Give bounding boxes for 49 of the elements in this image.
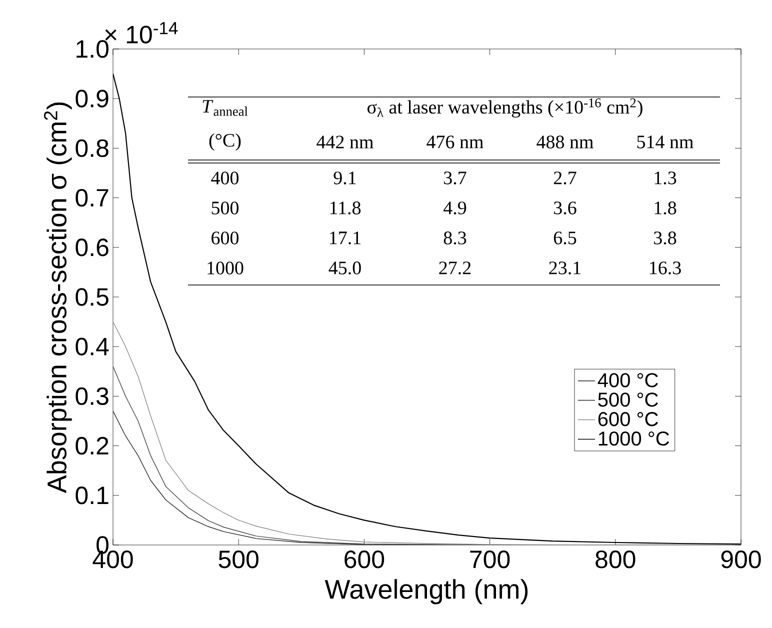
annotation: 600 (212, 232, 239, 244)
annotation: σ$_{λ}$ at laser wavelengths (×10$^{-16}$ cm$^{2}$) (368, 98, 642, 118)
annotation: 1000 (208, 262, 244, 274)
annotation: 9.1 (334, 172, 356, 184)
y-tick-label: 0.5 (76, 288, 108, 306)
annotation: 3.8 (654, 232, 676, 244)
annotation: 8.3 (444, 232, 466, 244)
annotation: 16.3 (650, 262, 681, 274)
annotation: 1.3 (654, 172, 676, 184)
x-tick-label: 600 (344, 550, 384, 568)
legend-label: 600 °C (598, 412, 658, 426)
x-tick-label: 800 (596, 550, 636, 568)
annotation: 476 nm (426, 136, 484, 148)
y-tick-label: 0.8 (76, 139, 108, 158)
y-tick-label: 0.4 (76, 338, 109, 356)
annotation: 17.1 (330, 232, 360, 244)
x-tick-label: 900 (721, 550, 761, 568)
legend-label: 500 °C (598, 392, 658, 407)
x-tick-label: 500 (218, 550, 258, 568)
y-tick-label: 0.2 (76, 436, 108, 455)
annotation: (°C) (209, 133, 241, 151)
annotation: 11.8 (330, 202, 361, 214)
y-axis-title: Absorption cross-section σ (cm$^{2}$) (44, 102, 72, 494)
y-tick-label: 1.0 (76, 40, 108, 58)
line-series (113, 321, 741, 545)
x-tick-label: 700 (470, 550, 510, 568)
y-tick-label: 0.6 (76, 238, 108, 256)
annotation: 488 nm (536, 136, 594, 148)
legend-label: 400 °C (598, 373, 658, 388)
annotation: 3.7 (444, 172, 466, 184)
y-tick-label: 0.3 (76, 387, 108, 406)
y-tick-label: 0.7 (76, 188, 108, 207)
y-tick-label: 0.9 (76, 90, 108, 108)
annotation: T$_{anneal}$ (202, 100, 248, 116)
legend-label: 1000 °C (598, 432, 670, 446)
annotation: 27.2 (439, 262, 471, 274)
annotation: 23.1 (549, 262, 580, 274)
annotation: 6.5 (554, 232, 576, 244)
annotation: 442 nm (316, 136, 374, 148)
x-axis-title: Wavelength (nm) (324, 579, 528, 604)
annotation: 400 (211, 172, 239, 184)
annotation: 4.9 (444, 202, 466, 214)
annotation: 2.7 (554, 172, 576, 184)
annotation: 500 (212, 202, 239, 214)
y-tick-label: 0.1 (76, 486, 108, 504)
annotation: 45.0 (328, 262, 361, 274)
annotation: 3.6 (554, 202, 576, 214)
annotation: 514 nm (637, 136, 694, 148)
annotation: 1.8 (654, 202, 676, 214)
